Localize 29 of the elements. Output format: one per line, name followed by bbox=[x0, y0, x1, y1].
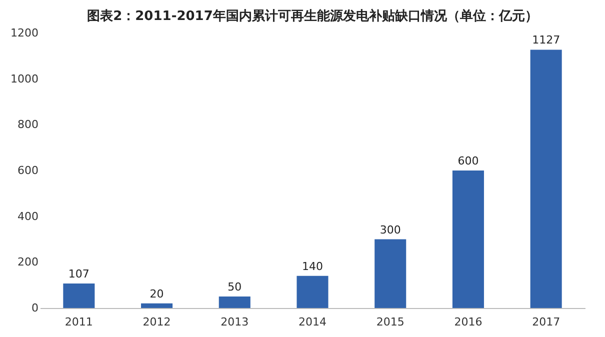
bar bbox=[141, 303, 173, 308]
data-label: 50 bbox=[228, 280, 242, 294]
x-tick-label: 2016 bbox=[454, 316, 482, 328]
y-tick-label: 200 bbox=[18, 256, 38, 269]
x-tick-label: 2013 bbox=[220, 316, 249, 328]
y-tick-label: 400 bbox=[18, 210, 38, 223]
data-label: 107 bbox=[68, 267, 90, 280]
x-tick-label: 2011 bbox=[64, 316, 93, 328]
bar bbox=[296, 276, 328, 308]
data-label: 600 bbox=[458, 154, 479, 168]
data-label: 1127 bbox=[532, 34, 560, 47]
bar bbox=[452, 170, 484, 308]
y-tick-label: 1200 bbox=[10, 26, 38, 40]
bar bbox=[218, 296, 250, 308]
y-tick-label: 0 bbox=[32, 302, 38, 314]
data-label: 20 bbox=[150, 287, 164, 300]
y-tick-label: 800 bbox=[18, 118, 38, 132]
x-tick-label: 2017 bbox=[532, 316, 560, 328]
chart-title: 图表2：2011-2017年国内累计可再生能源发电补贴缺口情况（单位：亿元） bbox=[87, 8, 538, 24]
x-tick-label: 2015 bbox=[376, 316, 404, 328]
bar bbox=[374, 239, 406, 308]
data-label: 140 bbox=[302, 260, 323, 273]
y-tick-label: 600 bbox=[18, 164, 38, 177]
data-label: 300 bbox=[380, 223, 401, 236]
bar bbox=[530, 50, 562, 308]
bar bbox=[63, 283, 95, 308]
x-tick-label: 2014 bbox=[298, 316, 326, 328]
x-tick-label: 2012 bbox=[142, 316, 171, 328]
y-tick-label: 1000 bbox=[10, 72, 38, 86]
